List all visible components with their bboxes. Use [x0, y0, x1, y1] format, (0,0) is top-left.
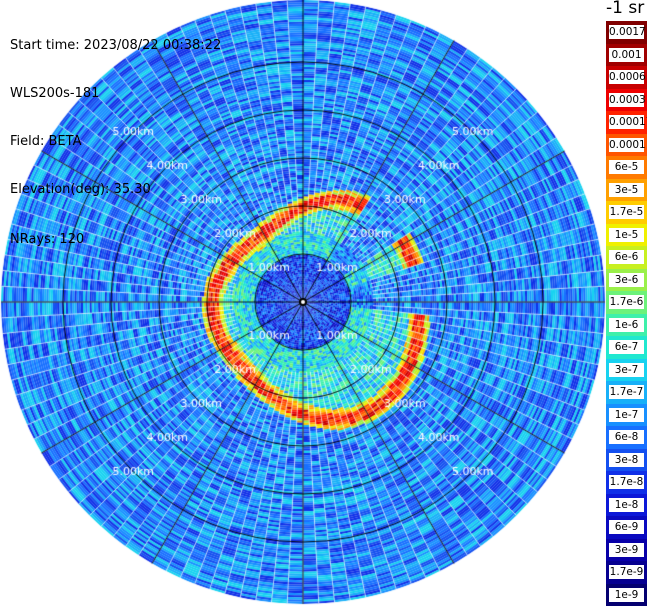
colorbar-cell: 0.001 [606, 43, 647, 66]
colorbar-label: 1.7e-6 [609, 295, 644, 309]
colorbar-label: 0.0003 [609, 92, 646, 107]
colorbar-cell: 1.7e-5 [606, 201, 647, 224]
colorbar-label: 6e-9 [609, 520, 644, 534]
colorbar-cell: 1e-6 [606, 313, 647, 336]
instrument-text: WLS200s-181 [10, 86, 100, 101]
colorbar-label: 6e-8 [609, 430, 644, 444]
elevation-text: Elevation(deg): 35.30 [10, 182, 151, 197]
colorbar-cell: 6e-8 [606, 426, 647, 449]
colorbar-cell: 3e-7 [606, 358, 647, 381]
colorbar-label: 1e-8 [609, 497, 644, 512]
colorbar-cell: 0.0006 [606, 66, 647, 89]
colorbar-label: 1.7e-7 [609, 385, 644, 399]
colorbar-cell: 1e-9 [606, 583, 647, 606]
colorbar-cell: 1e-7 [606, 403, 647, 426]
colorbar-cell: 1.7e-6 [606, 291, 647, 314]
colorbar-cell: 1e-5 [606, 223, 647, 246]
colorbar-label: 0.001 [609, 47, 644, 62]
colorbar-cell: 6e-5 [606, 156, 647, 179]
colorbar-cell: 1e-8 [606, 493, 647, 516]
colorbar-label: 0.0001 [609, 137, 646, 152]
nrays-text: NRays: 120 [10, 232, 85, 247]
colorbar-cell: 1.7e-7 [606, 381, 647, 404]
colorbar-cell: 0.0017 [606, 21, 647, 44]
colorbar-cell: 6e-6 [606, 246, 647, 269]
colorbar-label: 6e-6 [609, 250, 644, 264]
colorbar-label: 6e-7 [609, 340, 644, 354]
colorbar-label: 1.7e-9 [609, 565, 644, 579]
field-text: Field: BETA [10, 134, 82, 149]
colorbar-title: -1 sr [606, 0, 645, 18]
colorbar-label: 1e-7 [609, 407, 644, 422]
start-time-text: Start time: 2023/08/22 00:38:22 [10, 38, 222, 53]
colorbar-label: 1e-5 [609, 227, 644, 242]
colorbar-label: 6e-5 [609, 160, 644, 174]
colorbar-cell: 0.0003 [606, 88, 647, 111]
colorbar-label: 3e-7 [609, 362, 644, 377]
colorbar-cell: 0.00017 [606, 111, 647, 134]
colorbar-label: 1e-6 [609, 317, 644, 332]
colorbar-label: 3e-6 [609, 272, 644, 287]
colorbar-label: 0.00017 [609, 115, 647, 129]
colorbar-cell: 1.7e-9 [606, 561, 647, 584]
colorbar-label: 1e-9 [609, 587, 644, 602]
ppi-scan-plot [0, 0, 607, 607]
colorbar-cell: 3e-6 [606, 268, 647, 291]
colorbar-cell: 6e-7 [606, 336, 647, 359]
colorbar-label: 3e-9 [609, 542, 644, 557]
colorbar-cell: 0.0001 [606, 133, 647, 156]
colorbar: 0.0017 0.001 0.0006 0.0003 0.00017 0.0001 6e-5… [606, 21, 647, 606]
colorbar-cell: 3e-8 [606, 448, 647, 471]
colorbar-label: 3e-5 [609, 182, 644, 197]
scan-info: Start time: 2023/08/22 00:38:22 WLS200s-… [10, 6, 221, 264]
colorbar-label: 3e-8 [609, 452, 644, 467]
colorbar-cell: 3e-9 [606, 538, 647, 561]
colorbar-label: 1.7e-5 [609, 205, 644, 219]
colorbar-cell: 1.7e-8 [606, 471, 647, 494]
colorbar-cell: 6e-9 [606, 516, 647, 539]
colorbar-label: 0.0006 [609, 70, 646, 84]
colorbar-cell: 3e-5 [606, 178, 647, 201]
colorbar-label: 0.0017 [609, 25, 646, 39]
colorbar-label: 1.7e-8 [609, 475, 644, 489]
